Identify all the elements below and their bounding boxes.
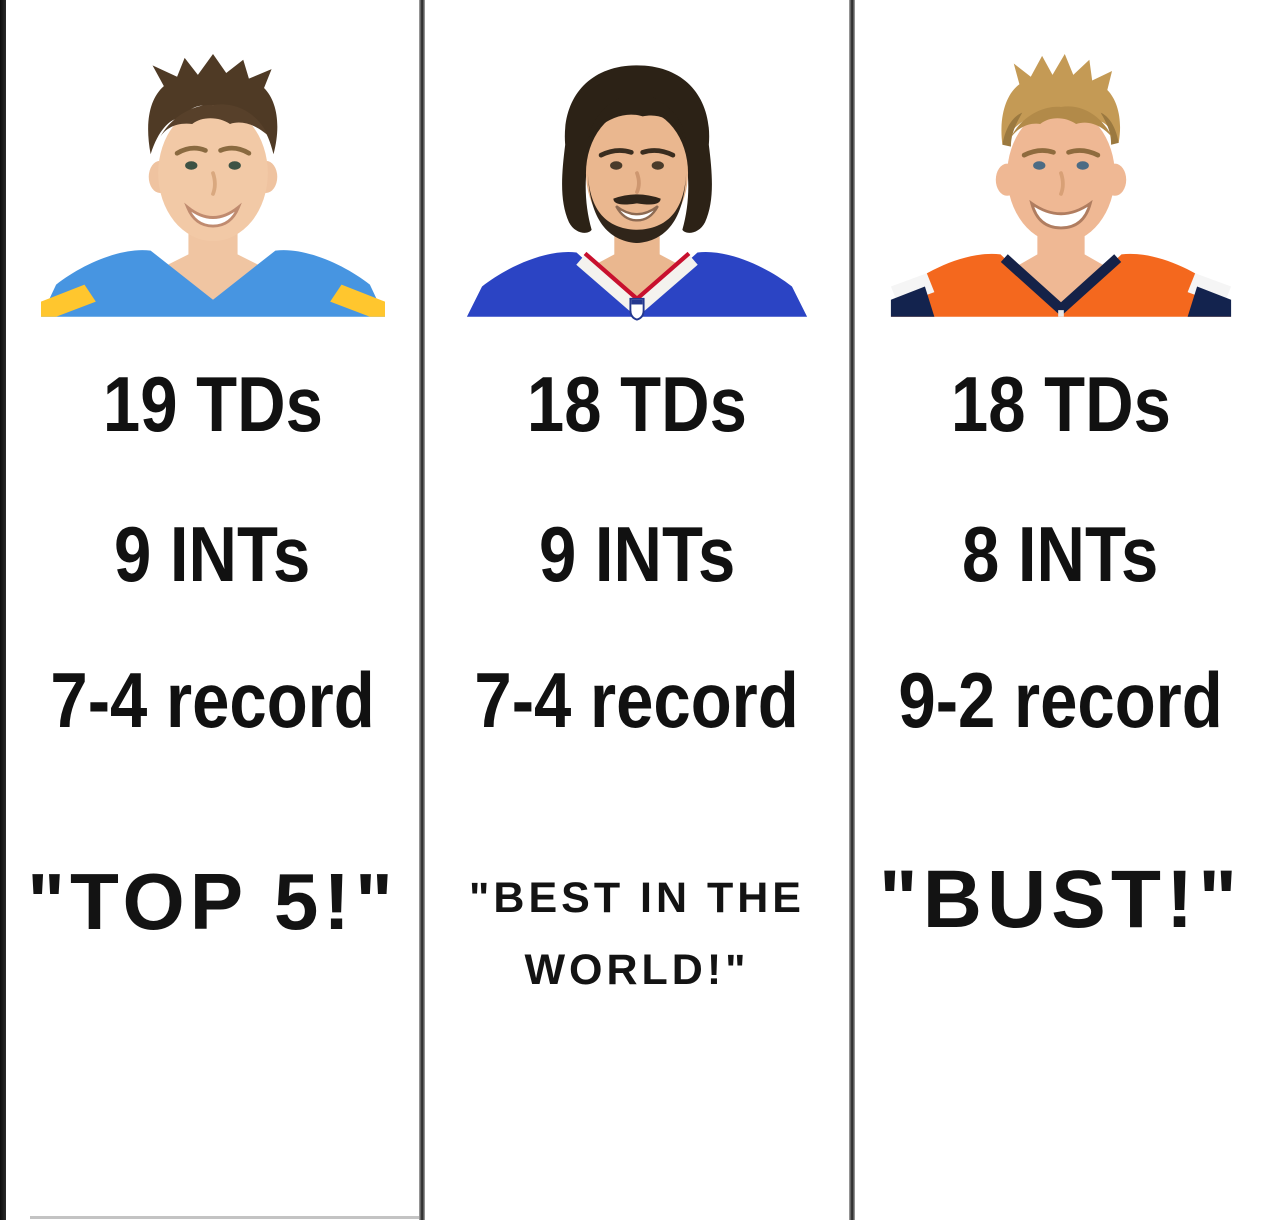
broncos-qb-portrait-art (890, 54, 1231, 317)
chargers-qb-headshot (24, 28, 402, 322)
column-divider-1 (419, 0, 425, 1220)
chargers-qb-portrait-art (40, 54, 385, 317)
stat-record: 7-4 record (474, 656, 800, 744)
player-quote: "BEST IN THE WORLD!" (469, 874, 805, 994)
player-quote: "BUST!" (878, 854, 1243, 945)
stat-tds: 18 TDs (526, 360, 747, 448)
broncos-qb-headshot (872, 28, 1250, 322)
stat-record: 9-2 record (898, 656, 1223, 744)
column-bills-qb: 18 TDs 9 INTs 7-4 record "BEST IN THE WO… (425, 0, 849, 1220)
bills-qb-portrait-art (466, 65, 808, 321)
column-divider-2 (849, 0, 855, 1220)
stat-ints: 8 INTs (962, 510, 1159, 598)
column-broncos-qb: 18 TDs 8 INTs 9-2 record "BUST!" (855, 0, 1266, 1220)
column-chargers-qb: 19 TDs 9 INTs 7-4 record "TOP 5!" (6, 0, 419, 1220)
bills-qb-headshot (448, 28, 826, 322)
stat-ints: 9 INTs (538, 510, 736, 598)
stat-ints: 9 INTs (114, 510, 311, 598)
stat-tds: 19 TDs (102, 360, 323, 448)
stat-tds: 18 TDs (950, 360, 1171, 448)
player-quote: "TOP 5!" (27, 857, 398, 946)
bottom-hairline (30, 1216, 419, 1219)
stat-record: 7-4 record (50, 656, 375, 744)
left-border-bar (0, 0, 6, 1220)
